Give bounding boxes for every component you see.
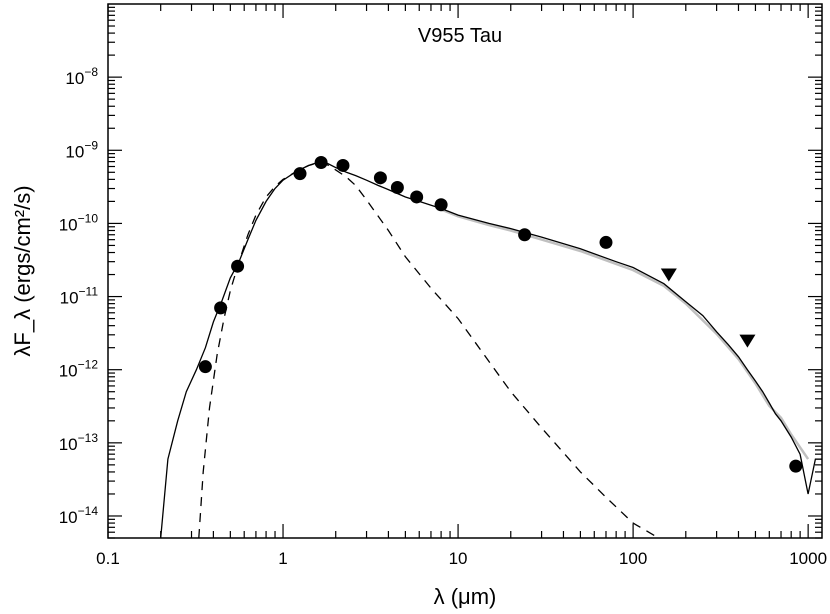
upper-limit-marker bbox=[739, 334, 756, 348]
y-tick-label: 10−13 bbox=[59, 431, 99, 454]
x-tick-label: 1 bbox=[278, 549, 287, 568]
x-tick-label: 100 bbox=[619, 549, 647, 568]
data-point bbox=[518, 228, 532, 242]
chart-marks bbox=[160, 156, 822, 538]
y-tick-label: 10−12 bbox=[59, 358, 99, 381]
model-fit-line-grey bbox=[440, 208, 810, 460]
data-point bbox=[198, 360, 212, 374]
upper-limit-marker bbox=[660, 268, 677, 282]
data-point bbox=[336, 158, 350, 172]
model-fit-line bbox=[160, 161, 822, 538]
y-tick-label: 10−14 bbox=[59, 504, 99, 527]
y-tick-label: 10−11 bbox=[60, 285, 99, 308]
x-axis-title: λ (μm) bbox=[434, 584, 497, 609]
data-point bbox=[373, 171, 387, 185]
data-point bbox=[390, 180, 404, 194]
data-point bbox=[231, 259, 245, 273]
y-axis-title: λF_λ (ergs/cm²/s) bbox=[10, 185, 35, 356]
data-point bbox=[434, 198, 448, 212]
data-point bbox=[293, 167, 307, 181]
x-tick-label: 1000 bbox=[789, 549, 827, 568]
photosphere-model-line bbox=[198, 161, 660, 538]
data-point bbox=[789, 459, 803, 473]
x-tick-label: 0.1 bbox=[96, 549, 120, 568]
y-tick-label: 10−8 bbox=[65, 65, 98, 88]
data-point bbox=[599, 235, 613, 249]
data-point bbox=[410, 190, 424, 204]
plot-frame bbox=[107, 3, 823, 539]
x-tick-labels: 0.1 1 10 100 1000 bbox=[96, 549, 827, 568]
y-tick-label: 10−9 bbox=[65, 138, 98, 161]
chart-title: V955 Tau bbox=[418, 25, 502, 47]
data-point bbox=[214, 301, 228, 315]
y-tick-label: 10−10 bbox=[59, 211, 99, 234]
y-tick-labels: 10−14 10−13 10−12 10−11 10−10 10−9 10−8 bbox=[59, 65, 99, 527]
axis-ticks bbox=[107, 4, 822, 539]
x-tick-label: 10 bbox=[449, 549, 468, 568]
data-point bbox=[314, 156, 328, 170]
